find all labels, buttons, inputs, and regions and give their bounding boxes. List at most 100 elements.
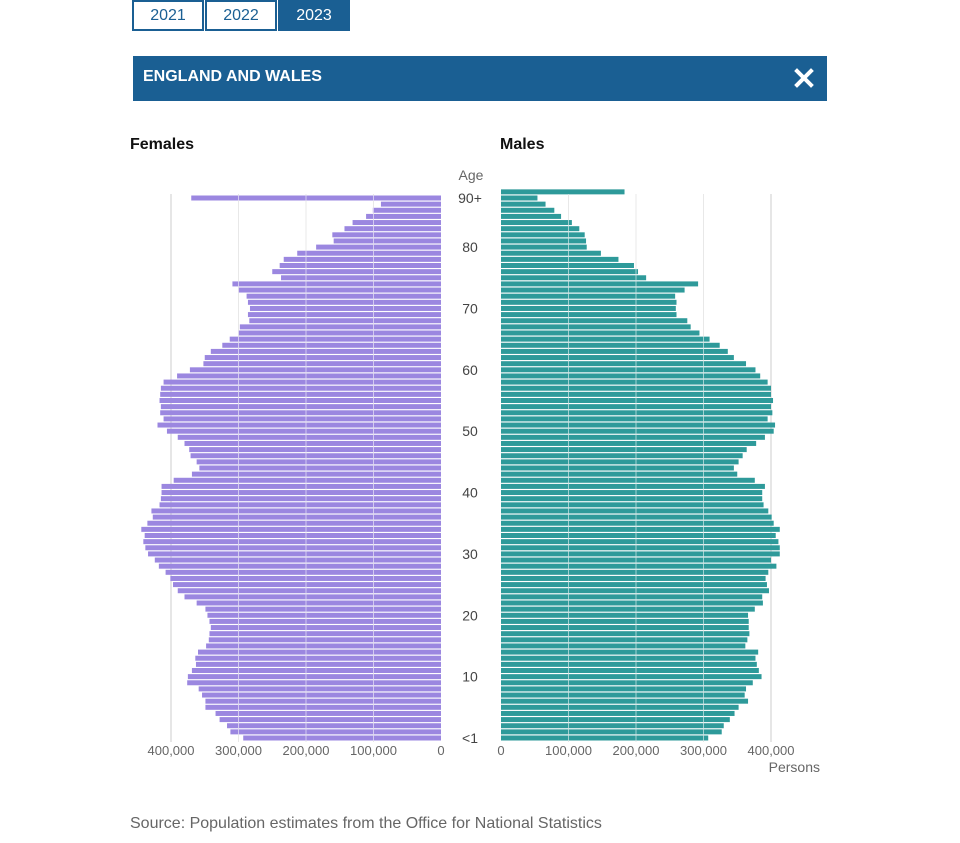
male-bar — [501, 269, 639, 275]
male-bar — [501, 348, 728, 354]
female-bar — [160, 410, 441, 416]
male-bar — [501, 477, 755, 483]
close-icon[interactable] — [793, 67, 815, 89]
female-bar — [184, 594, 441, 600]
male-bar — [501, 563, 777, 569]
male-bar — [501, 318, 688, 324]
male-bar — [501, 483, 765, 489]
male-bar — [501, 330, 700, 336]
male-bar — [501, 293, 676, 299]
male-bar — [501, 410, 773, 416]
male-bar — [501, 250, 601, 256]
female-value-tick-label: 400,000 — [148, 743, 195, 758]
female-bar — [239, 324, 441, 330]
female-bar — [144, 533, 442, 538]
age-tick-label: 80 — [462, 239, 478, 255]
female-bar — [297, 250, 441, 256]
male-bar — [501, 195, 538, 201]
female-bar — [230, 729, 441, 735]
female-bar — [177, 588, 441, 594]
female-bar — [208, 637, 441, 643]
male-bar — [501, 453, 743, 459]
female-bar — [163, 379, 441, 385]
female-bar — [198, 686, 441, 692]
male-bar — [501, 398, 774, 403]
male-bar — [501, 710, 735, 716]
male-bar — [501, 281, 699, 287]
female-bar — [210, 625, 441, 631]
female-bar — [189, 367, 441, 373]
female-bar — [148, 551, 442, 557]
male-bar — [501, 704, 739, 710]
male-bar — [501, 612, 749, 618]
female-bar — [199, 465, 441, 471]
female-bar — [177, 373, 441, 379]
female-bar — [158, 563, 441, 569]
female-bar — [166, 428, 441, 434]
male-bar — [501, 618, 749, 624]
male-bar — [501, 459, 739, 465]
male-bar — [501, 588, 769, 594]
male-value-tick-label: 400,000 — [748, 743, 795, 758]
female-bar — [238, 330, 441, 336]
female-bar — [202, 692, 441, 698]
male-bar — [501, 373, 761, 379]
female-bar — [380, 201, 441, 207]
male-bar — [501, 238, 587, 244]
year-tab-2023[interactable]: 2023 — [278, 0, 350, 31]
female-bar — [332, 232, 441, 238]
male-value-tick-label: 0 — [497, 743, 504, 758]
female-bar — [141, 526, 442, 532]
male-bar — [501, 637, 748, 643]
male-bar — [501, 643, 746, 649]
age-tick-label: 10 — [462, 669, 478, 685]
male-bar — [501, 465, 734, 471]
female-bar — [152, 514, 441, 520]
male-bar — [501, 631, 750, 637]
female-bar — [187, 680, 441, 686]
male-bar — [501, 606, 755, 612]
male-bar — [501, 582, 767, 588]
male-value-tick-label: 100,000 — [545, 743, 592, 758]
male-bar — [501, 275, 647, 281]
female-bar — [283, 256, 441, 262]
male-bar — [501, 668, 759, 673]
year-tab-2021[interactable]: 2021 — [132, 0, 204, 31]
male-bar — [501, 661, 757, 667]
male-bar — [501, 355, 734, 361]
male-bar — [501, 422, 776, 428]
female-bar — [249, 318, 441, 324]
male-bar — [501, 361, 747, 367]
female-bar — [191, 195, 441, 201]
male-bar — [501, 520, 774, 526]
female-bar — [281, 275, 441, 281]
male-bar — [501, 508, 769, 514]
male-bar — [501, 575, 766, 581]
female-bar — [190, 453, 441, 459]
male-bar — [501, 305, 676, 311]
female-bar — [205, 698, 441, 704]
male-bar — [501, 226, 580, 232]
female-bar — [344, 226, 441, 232]
male-bar — [501, 545, 780, 551]
male-bar — [501, 416, 768, 422]
male-bar — [501, 674, 762, 680]
male-bar — [501, 428, 774, 434]
male-bar — [501, 533, 776, 538]
female-bar — [177, 434, 441, 440]
male-bar — [501, 256, 619, 262]
male-bar — [501, 496, 763, 502]
male-bar — [501, 526, 780, 532]
male-bar — [501, 594, 763, 600]
female-bar — [161, 483, 442, 489]
male-bar — [501, 692, 745, 698]
female-bar — [219, 717, 441, 723]
area-banner: ENGLAND AND WALES — [133, 56, 827, 101]
age-tick-label: 50 — [462, 423, 478, 439]
male-bar — [501, 287, 685, 293]
year-tab-2022[interactable]: 2022 — [205, 0, 277, 31]
males-title: Males — [500, 136, 545, 153]
female-bar — [154, 557, 442, 563]
female-bar — [187, 674, 441, 680]
